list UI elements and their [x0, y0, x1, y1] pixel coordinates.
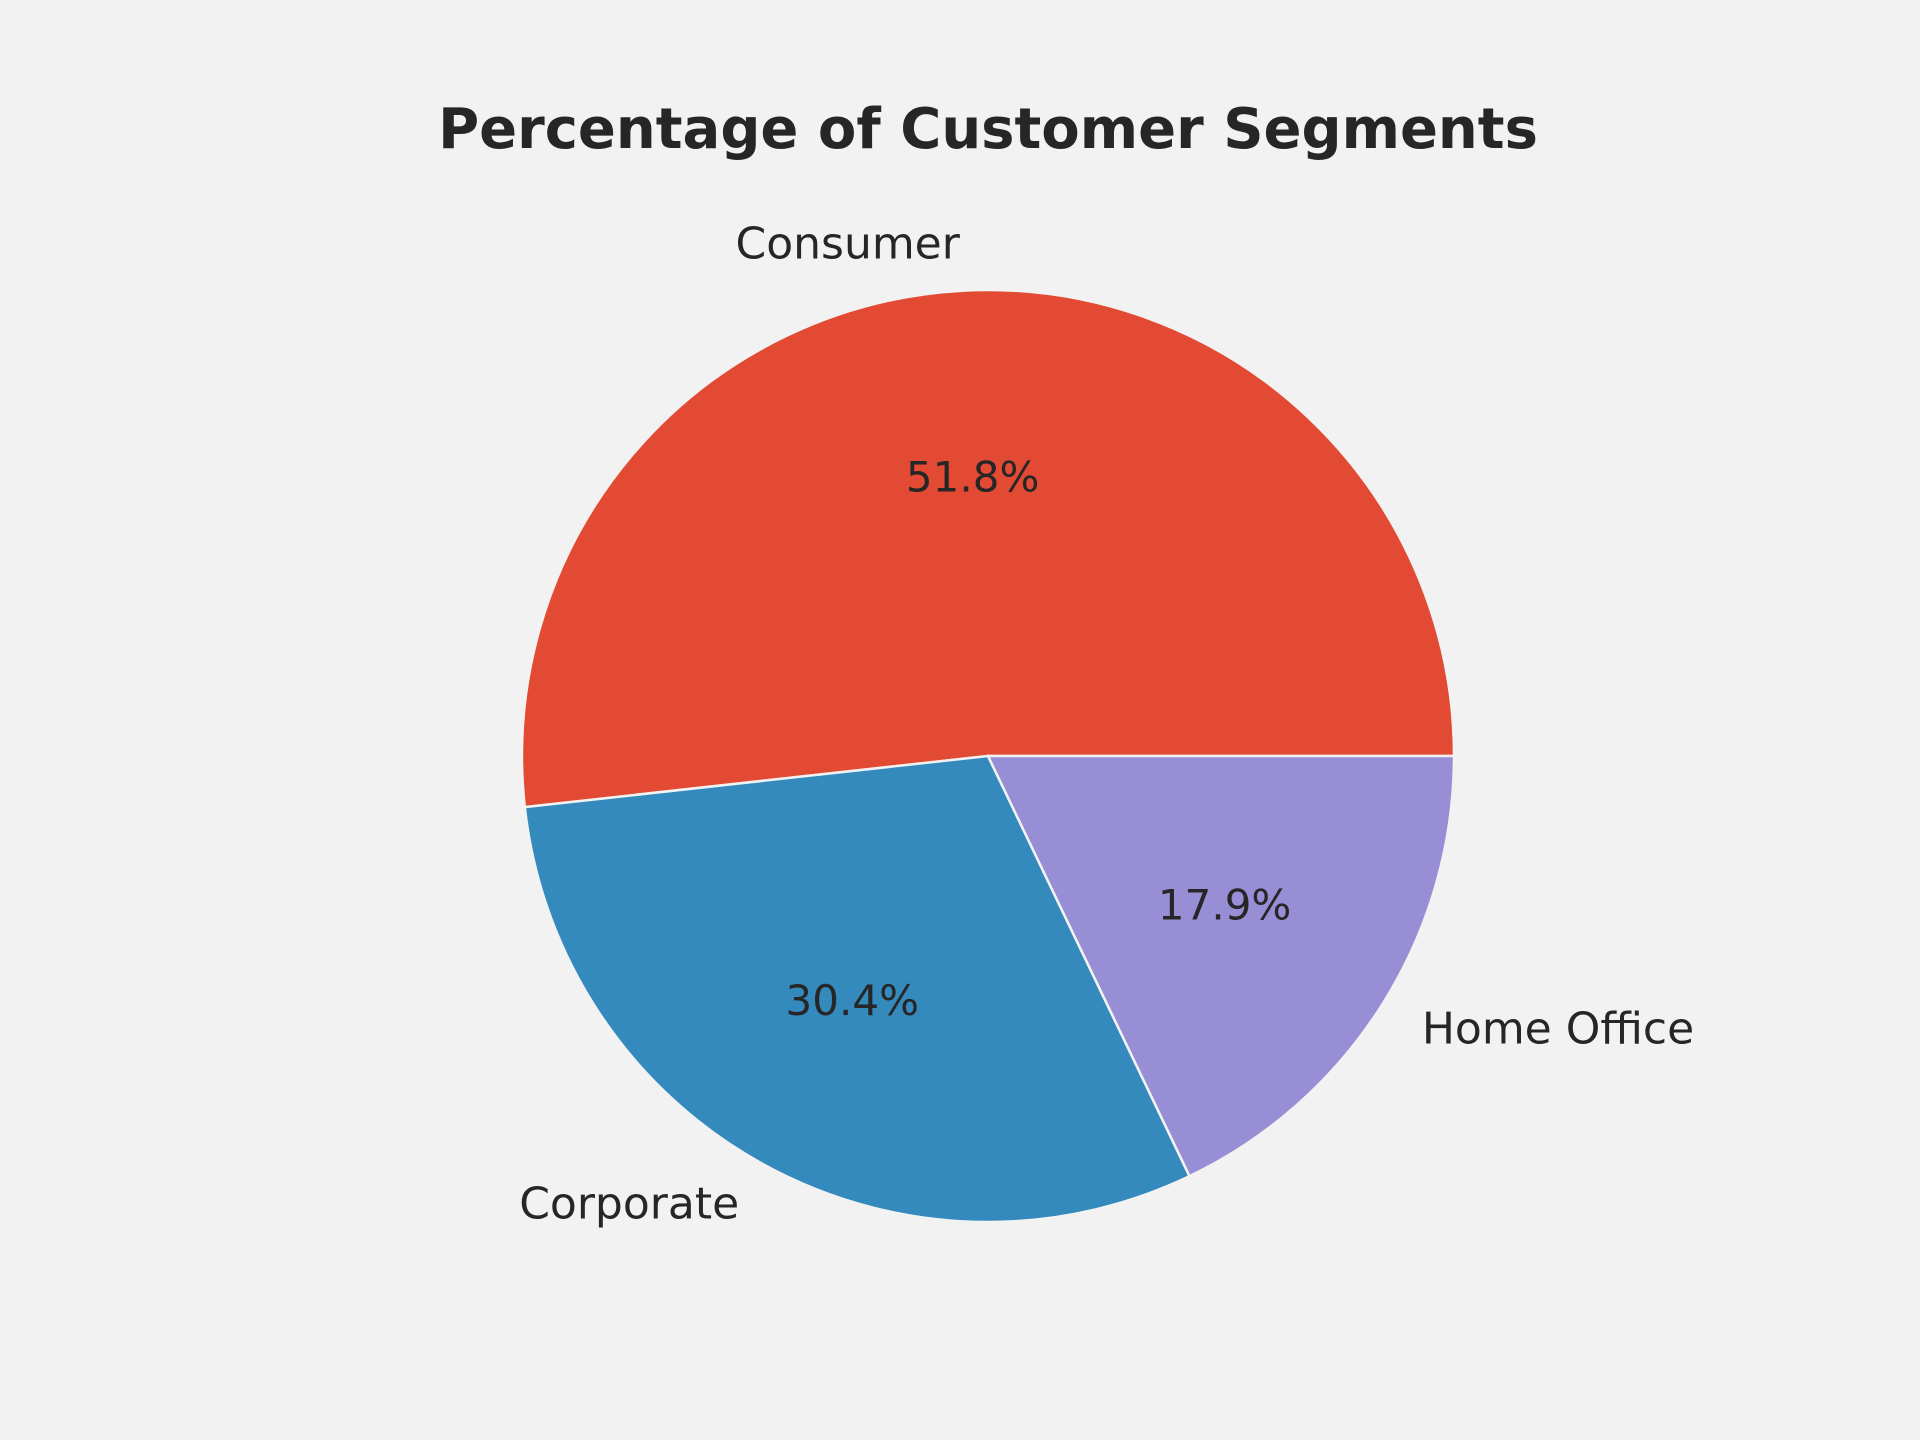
slice-label-consumer: Consumer — [735, 219, 960, 270]
slice-label-corporate: Corporate — [519, 1179, 739, 1230]
pie-labels: Consumer 51.8% Corporate 30.4% Home Office 17… — [519, 219, 1694, 1230]
pie-slice-consumer — [520, 288, 1456, 809]
slice-value-corporate: 30.4% — [786, 976, 919, 1025]
slice-value-home-office: 17.9% — [1158, 880, 1291, 929]
pie-slice-corporate — [523, 754, 1192, 1224]
pie-slice-home-office — [986, 754, 1456, 1178]
pie-slices — [520, 288, 1456, 1224]
slice-label-home-office: Home Office — [1422, 1004, 1694, 1055]
chart-title: Percentage of Customer Segments — [438, 97, 1538, 162]
slice-value-consumer: 51.8% — [906, 452, 1039, 501]
